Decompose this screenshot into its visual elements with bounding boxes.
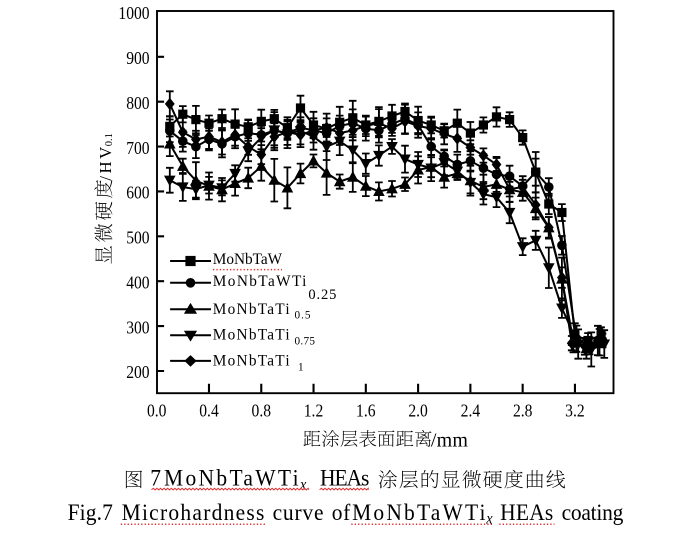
svg-text:300: 300 [126,317,149,337]
svg-text:2.4: 2.4 [461,400,481,420]
svg-text:/HV: /HV [96,147,115,181]
svg-text:900: 900 [126,48,149,68]
svg-text:Fig.7: Fig.7 [68,499,113,525]
svg-text:7: 7 [150,465,161,491]
svg-text:2.8: 2.8 [513,400,532,420]
svg-text:3.2: 3.2 [565,400,584,420]
svg-text:0.1: 0.1 [104,133,115,146]
svg-text:1.6: 1.6 [356,400,375,420]
svg-text:MoNbTaW: MoNbTaW [213,251,283,268]
svg-text:1: 1 [298,362,304,374]
svg-text:of: of [332,499,351,525]
svg-text:200: 200 [126,362,149,382]
svg-text:400: 400 [126,273,149,293]
svg-text:x: x [299,477,307,494]
svg-text:x: x [485,511,493,528]
svg-text:MoNbTaWTi: MoNbTaWTi [213,273,307,290]
svg-text:0.25: 0.25 [308,287,336,303]
svg-text:0.8: 0.8 [252,400,271,420]
svg-text:/mm: /mm [431,429,468,451]
svg-text:HEAs: HEAs [500,499,553,525]
svg-text:800: 800 [126,93,149,113]
svg-text:1000: 1000 [118,3,149,23]
svg-text:MoNbTaTi: MoNbTaTi [213,301,290,318]
svg-text:1.2: 1.2 [304,400,323,420]
svg-text:600: 600 [126,183,149,203]
svg-text:curve: curve [273,499,324,525]
svg-text:MoNbTaTi: MoNbTaTi [213,327,290,344]
svg-text:0.75: 0.75 [295,335,316,347]
svg-text:MoNbTaTi: MoNbTaTi [213,353,290,370]
svg-text:2.0: 2.0 [408,400,427,420]
svg-text:coating: coating [562,499,624,525]
svg-text:700: 700 [126,138,149,158]
svg-text:Microhardness: Microhardness [122,499,265,525]
svg-text:0.4: 0.4 [199,400,219,420]
svg-text:0.5: 0.5 [295,309,311,321]
svg-text:HEAs: HEAs [320,465,369,491]
svg-text:500: 500 [126,228,149,248]
svg-text:0.0: 0.0 [147,400,166,420]
